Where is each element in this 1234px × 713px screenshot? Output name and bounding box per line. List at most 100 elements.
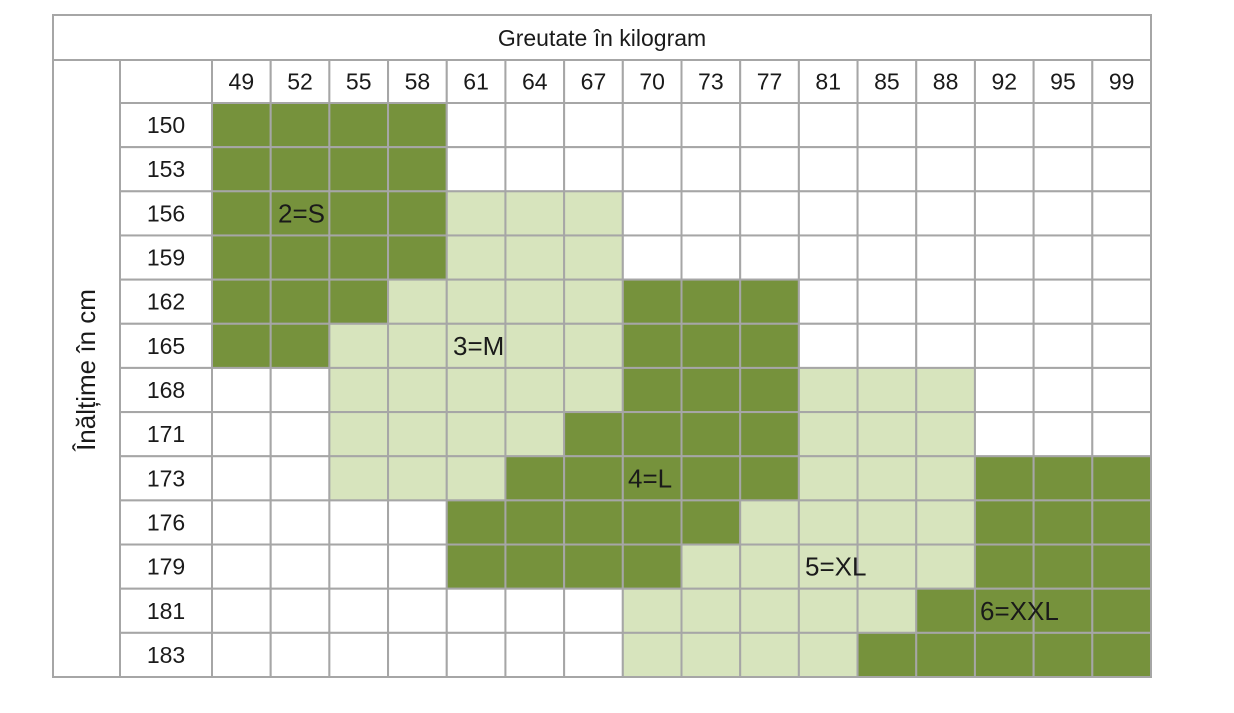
- cell: [973, 146, 1035, 193]
- cell: [1032, 366, 1094, 414]
- weight-label: 58: [405, 69, 431, 95]
- height-label: 165: [147, 333, 185, 359]
- cell: [1091, 587, 1152, 634]
- cell: [563, 366, 624, 414]
- cell: [680, 455, 742, 502]
- cell: [563, 543, 624, 590]
- cell: [856, 455, 918, 502]
- row-header-cell: [119, 543, 213, 590]
- cell: [563, 322, 624, 369]
- cell: [504, 278, 566, 325]
- cell: [504, 322, 566, 369]
- cell: [387, 278, 448, 325]
- header-cell: [504, 59, 566, 104]
- cell: [1091, 631, 1152, 678]
- size-label: 6=XXL: [980, 596, 1059, 626]
- cell: [445, 102, 507, 149]
- cell: [856, 278, 918, 325]
- cell: [739, 322, 800, 369]
- cell: [504, 234, 566, 281]
- cell: [973, 455, 1035, 502]
- header-cell: [1091, 59, 1152, 104]
- weight-label: 92: [991, 69, 1017, 95]
- cell: [269, 455, 331, 502]
- row-header-cell: [119, 499, 213, 546]
- cell: [504, 102, 566, 149]
- height-label: 171: [147, 421, 185, 447]
- cell: [269, 234, 331, 281]
- cell: [445, 366, 507, 414]
- cell: [973, 102, 1035, 149]
- cell: [856, 366, 918, 414]
- cell: [269, 278, 331, 325]
- cell: [328, 631, 390, 678]
- cell: [621, 366, 683, 414]
- cell: [445, 278, 507, 325]
- cell: [1032, 278, 1094, 325]
- header-cell: [119, 59, 213, 104]
- height-label: 159: [147, 245, 185, 271]
- height-label: 181: [147, 598, 185, 624]
- cell: [915, 322, 976, 369]
- cell: [1032, 587, 1094, 634]
- cell: [387, 631, 448, 678]
- cell: [269, 631, 331, 678]
- cell: [797, 278, 859, 325]
- cell: [387, 411, 448, 458]
- cell: [563, 146, 624, 193]
- cell: [328, 587, 390, 634]
- cell: [915, 366, 976, 414]
- cell: [269, 102, 331, 149]
- cell: [915, 234, 976, 281]
- cell: [1032, 146, 1094, 193]
- cell: [211, 234, 272, 281]
- weight-label: 52: [287, 69, 313, 95]
- cell: [269, 190, 331, 237]
- cell: [915, 587, 976, 634]
- row-header-cell: [119, 366, 213, 414]
- row-header-cell: [119, 322, 213, 369]
- height-label: 183: [147, 642, 185, 668]
- cell: [973, 234, 1035, 281]
- weight-label: 70: [639, 69, 665, 95]
- weight-label: 55: [346, 69, 372, 95]
- cell: [915, 102, 976, 149]
- cell: [387, 455, 448, 502]
- cell: [1032, 499, 1094, 546]
- cell: [739, 190, 800, 237]
- cell: [211, 146, 272, 193]
- cell: [1091, 411, 1152, 458]
- weight-label: 77: [757, 69, 783, 95]
- cell: [915, 631, 976, 678]
- cell: [739, 587, 800, 634]
- header-cell: [328, 59, 390, 104]
- cell: [621, 278, 683, 325]
- cell: [1032, 234, 1094, 281]
- cell: [563, 102, 624, 149]
- weight-label: 81: [815, 69, 841, 95]
- cell: [1032, 190, 1094, 237]
- cell: [211, 102, 272, 149]
- cell: [797, 146, 859, 193]
- cell: [1032, 102, 1094, 149]
- cell: [211, 631, 272, 678]
- cell: [1091, 322, 1152, 369]
- cell: [445, 631, 507, 678]
- weight-label: 67: [581, 69, 607, 95]
- cell: [973, 631, 1035, 678]
- weight-label: 95: [1050, 69, 1076, 95]
- cell: [973, 278, 1035, 325]
- row-header-cell: [119, 278, 213, 325]
- cell: [269, 543, 331, 590]
- cell: [387, 146, 448, 193]
- cell: [1032, 455, 1094, 502]
- cell: [328, 366, 390, 414]
- cell: [445, 543, 507, 590]
- cell: [328, 455, 390, 502]
- cell: [856, 411, 918, 458]
- row-header-cell: [119, 190, 213, 237]
- cell: [563, 455, 624, 502]
- cell: [739, 631, 800, 678]
